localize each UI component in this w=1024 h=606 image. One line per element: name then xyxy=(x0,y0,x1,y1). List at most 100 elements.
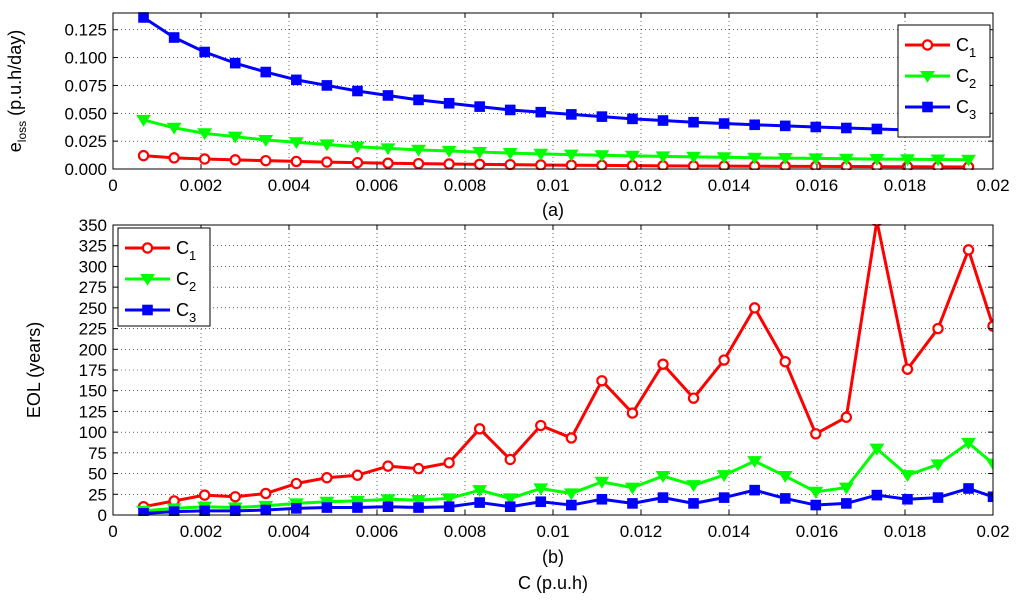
panel-a-point-c1 xyxy=(137,149,150,162)
panel-b-point-c2 xyxy=(985,458,993,471)
panel-b-legend-marker-c1 xyxy=(141,242,154,254)
panel-b-point-c3 xyxy=(260,504,272,516)
panel-a-point-c3 xyxy=(199,46,210,58)
panel-a-point-c3 xyxy=(413,94,424,106)
panel-a-point-c1 xyxy=(168,152,180,164)
panel-a-legend-marker-c1 xyxy=(921,39,934,51)
panel-a-point-c1 xyxy=(565,159,578,170)
panel-b-point-c3 xyxy=(987,491,993,503)
panel-a-point-c2 xyxy=(747,152,763,165)
panel-a-ytick-label: 0.025 xyxy=(64,132,107,151)
panel-b-point-c3 xyxy=(566,499,577,511)
panel-a-point-c2 xyxy=(808,153,824,166)
panel-b-point-c1 xyxy=(687,392,700,404)
panel-b-point-c1 xyxy=(473,423,486,435)
panel-b-point-c1 xyxy=(565,432,578,444)
panel-b-point-c2 xyxy=(502,493,518,506)
panel-a-point-c3 xyxy=(260,66,272,78)
panel-b-point-c2 xyxy=(411,495,426,507)
panel-b-ytick-label: 300 xyxy=(79,257,107,276)
panel-a-point-c2 xyxy=(961,154,976,167)
panel-a-point-c2 xyxy=(227,131,243,144)
panel-b-point-c2 xyxy=(869,443,885,456)
panel-b-point-c1 xyxy=(810,428,822,440)
panel-a-point-c2 xyxy=(288,137,304,150)
panel-b-point-c3 xyxy=(474,497,485,508)
panel-a-line-c3 xyxy=(142,16,969,134)
panel-a-point-c1 xyxy=(535,159,547,170)
panel-b-xtick-label: 0.016 xyxy=(796,522,839,541)
panel-a-xtick-label: 0.006 xyxy=(356,176,399,195)
panel-b-point-c1 xyxy=(198,489,211,501)
panel-b-legend-marker-c3 xyxy=(142,304,153,316)
panel-b-point-c1 xyxy=(932,322,944,335)
panel-a-point-c3 xyxy=(749,119,760,131)
panel-b-xtick-label: 0.01 xyxy=(536,522,569,541)
panel-a-point-c2 xyxy=(563,149,579,162)
panel-a-point-c3 xyxy=(627,113,638,125)
panel-b-xtick-label: 0.014 xyxy=(708,522,751,541)
panel-b-point-c3 xyxy=(810,499,822,511)
panel-a-point-c3 xyxy=(352,85,363,97)
panel-b-legend-label-c2: C2 xyxy=(176,269,196,294)
panel-b-point-c3 xyxy=(413,502,424,513)
panel-a-point-c2 xyxy=(594,150,610,163)
panel-b-point-c1 xyxy=(748,302,761,314)
panel-a-point-c3 xyxy=(382,90,394,101)
panel-b-point-c1 xyxy=(901,363,914,375)
panel-a-legend-label-c2: C2 xyxy=(956,66,976,91)
panel-b-point-c3 xyxy=(199,505,210,516)
panel-a-legend-label-c1: C1 xyxy=(956,35,976,60)
panel-a-point-c2 xyxy=(716,152,732,165)
panel-b-point-c3 xyxy=(321,502,333,513)
panel-b-point-c2 xyxy=(441,493,457,506)
panel-b-xlabel: C (p.u.h) xyxy=(518,573,588,593)
panel-b-point-c1 xyxy=(229,491,241,503)
panel-b-point-c2 xyxy=(655,471,671,483)
panel-a-point-c3 xyxy=(443,97,455,109)
panel-a-legend-marker-c2 xyxy=(920,70,935,83)
panel-b-point-c2 xyxy=(808,486,824,499)
panel-b-ytick-label: 225 xyxy=(79,320,107,339)
panel-a-point-c2 xyxy=(136,114,151,127)
panel-a-xtick-label: 0.016 xyxy=(796,176,839,195)
panel-a-point-c3 xyxy=(657,115,669,126)
panel-b-point-c2 xyxy=(533,483,549,496)
panel-b-point-c3 xyxy=(596,493,608,505)
panel-b-ytick-label: 200 xyxy=(79,340,107,359)
panel-b-point-c3 xyxy=(749,484,760,496)
panel-b-point-c3 xyxy=(871,489,883,501)
panel-b-point-c1 xyxy=(657,358,669,370)
panel-b-point-c2 xyxy=(350,495,365,508)
panel-a-label: (a) xyxy=(542,200,564,220)
panel-a-point-c2 xyxy=(686,151,701,164)
panel-a-point-c2 xyxy=(838,153,854,166)
panel-b-legend-marker-c2 xyxy=(140,273,155,286)
panel-b-point-c3 xyxy=(229,505,241,516)
panel-a-point-c2 xyxy=(900,154,915,167)
panel-a-ylabel: eloss (p.u.h/day) xyxy=(5,30,29,152)
panel-a-point-c3 xyxy=(229,57,241,69)
panel-a-point-c3 xyxy=(138,12,149,23)
panel-b-point-c2 xyxy=(930,459,946,472)
panel-b-point-c1 xyxy=(718,354,730,366)
panel-b-point-c3 xyxy=(291,503,302,514)
panel-b-point-c2 xyxy=(777,471,793,483)
panel-b-legend-label-c1: C1 xyxy=(176,238,196,263)
panel-b-ytick-label: 350 xyxy=(79,216,107,235)
panel-a-point-c3 xyxy=(596,111,608,122)
panel-b-point-c3 xyxy=(718,492,730,503)
panel-b-point-c1 xyxy=(382,460,394,472)
panel-a-point-c2 xyxy=(411,144,426,157)
panel-b-point-c2 xyxy=(625,482,640,495)
panel-b-xtick-label: 0.006 xyxy=(356,522,399,541)
panel-b-point-c1 xyxy=(962,244,975,256)
panel-a-xtick-label: 0.018 xyxy=(884,176,927,195)
panel-a-xtick-label: 0.002 xyxy=(180,176,223,195)
panel-a-ytick-label: 0.125 xyxy=(64,21,107,40)
panel-a-point-c3 xyxy=(566,109,577,120)
panel-b-point-c2 xyxy=(380,494,396,507)
panel-b-xtick-label: 0.02 xyxy=(976,522,1009,541)
panel-b-point-c3 xyxy=(443,501,455,513)
panel-a-point-c2 xyxy=(777,153,793,165)
